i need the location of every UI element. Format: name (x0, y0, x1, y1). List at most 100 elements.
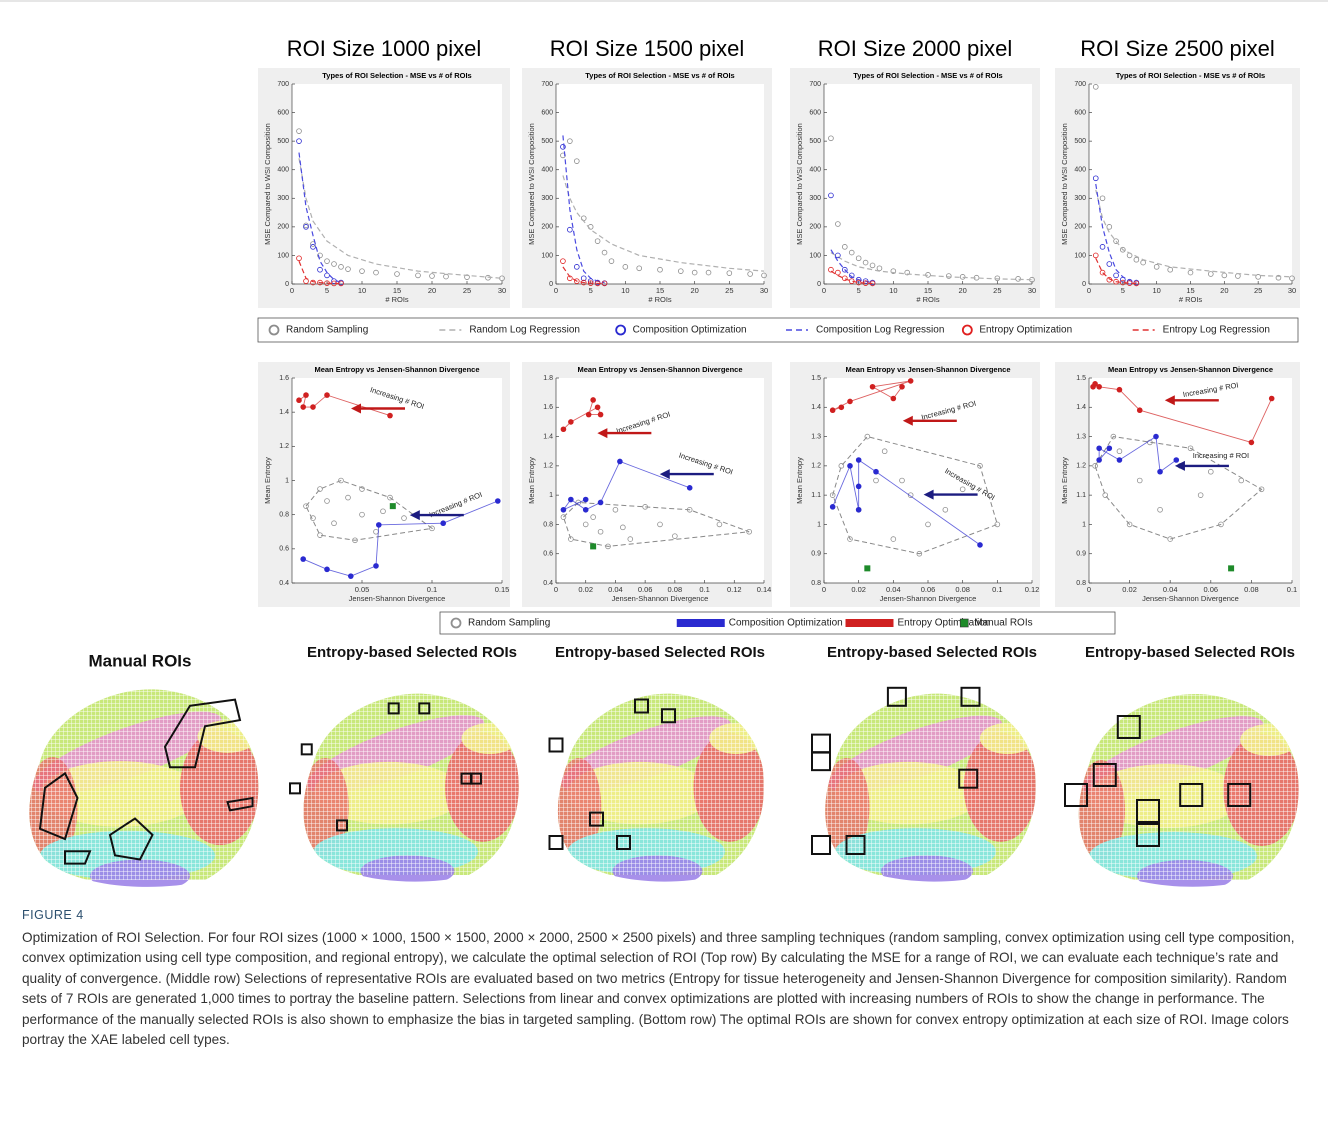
series-line (830, 252, 1033, 281)
y-tick-label: 200 (277, 224, 289, 231)
point (855, 506, 862, 513)
point (359, 511, 365, 518)
y-tick-label: 100 (541, 252, 553, 259)
series-line (298, 260, 341, 285)
point (560, 426, 567, 433)
point (387, 412, 393, 419)
point (303, 503, 309, 509)
point (657, 521, 663, 528)
point (1136, 477, 1143, 484)
y-tick-label: 0.8 (279, 512, 289, 519)
roi-box (1092, 763, 1117, 787)
x-tick-label: 0.06 (1203, 585, 1218, 594)
point (828, 192, 834, 199)
point (1106, 224, 1113, 230)
tissue-image (303, 693, 519, 882)
point (560, 506, 567, 513)
point (994, 521, 1001, 528)
y-tick-label: 0 (549, 281, 553, 288)
roi-box (1227, 783, 1252, 807)
point (890, 268, 897, 274)
y-axis-label: MSE Compared to WSI Composition (263, 123, 272, 245)
x-tick-label: 0.08 (668, 585, 683, 594)
point (1208, 468, 1214, 475)
y-tick-label: 700 (541, 81, 553, 88)
roi-box (634, 698, 649, 714)
manual-roi (64, 850, 92, 865)
point (560, 258, 566, 264)
point (1275, 274, 1282, 281)
series-line (1095, 258, 1137, 285)
y-tick-label: 500 (277, 138, 289, 145)
roi-box (845, 835, 866, 855)
y-tick-label: 500 (809, 138, 821, 145)
point (1102, 492, 1109, 498)
x-tick-label: 0.05 (355, 585, 370, 594)
x-tick-label: 15 (393, 286, 401, 295)
roi-box (289, 782, 301, 795)
point (359, 268, 365, 274)
y-tick-label: 1.2 (811, 463, 821, 470)
point (835, 221, 841, 227)
roi-box (886, 686, 907, 707)
x-tick-label: 10 (1152, 286, 1160, 295)
plot-area (1089, 84, 1292, 284)
x-axis-label: # ROIs (385, 295, 409, 304)
x-tick-label: 5 (589, 286, 593, 295)
x-tick-label: 0.08 (955, 585, 970, 594)
point (705, 269, 712, 276)
point (317, 266, 323, 273)
point (1113, 272, 1119, 279)
legend-label: Random Sampling (286, 325, 368, 336)
x-tick-label: 30 (760, 286, 768, 295)
point (608, 258, 615, 264)
panel-title: Entropy-based Selected ROIs (1085, 644, 1295, 661)
point (726, 270, 733, 276)
x-tick-label: 0 (1087, 286, 1091, 295)
point (916, 550, 923, 557)
point (890, 536, 897, 542)
point (686, 485, 693, 491)
x-tick-label: 0.06 (921, 585, 936, 594)
point (1092, 175, 1099, 182)
y-tick-label: 1.5 (811, 375, 821, 382)
point (627, 536, 634, 542)
chart-title: Types of ROI Selection - MSE vs # of ROI… (585, 71, 734, 80)
x-tick-label: 30 (498, 286, 506, 295)
plot-area (824, 378, 1032, 583)
x-tick-label: 0.1 (992, 585, 1002, 594)
point (1167, 536, 1173, 542)
y-tick-label: 500 (1074, 138, 1086, 145)
point (415, 272, 421, 279)
arrow-head (902, 415, 913, 426)
y-tick-label: 1.4 (543, 433, 553, 440)
x-tick-label: 0.04 (608, 585, 623, 594)
x-tick-label: 0 (822, 585, 826, 594)
point (686, 506, 693, 513)
point (303, 224, 309, 230)
y-axis-label: Mean Entropy (263, 457, 272, 504)
point (1187, 269, 1194, 276)
y-tick-label: 1.2 (1076, 463, 1086, 470)
point (310, 244, 316, 250)
x-tick-label: 20 (958, 286, 966, 295)
point (1099, 195, 1106, 202)
chart-title: Mean Entropy vs Jensen-Shannon Divergenc… (314, 365, 479, 374)
x-tick-label: 25 (993, 286, 1001, 295)
point (1120, 246, 1126, 253)
column-heading: ROI Size 1000 pixel (287, 36, 481, 61)
chart-title: Mean Entropy vs Jensen-Shannon Divergenc… (845, 365, 1010, 374)
y-tick-label: 100 (277, 252, 289, 259)
point (1197, 492, 1204, 498)
point (841, 266, 848, 273)
panel-title: Entropy-based Selected ROIs (827, 644, 1037, 661)
y-tick-label: 0.8 (811, 580, 821, 587)
roi-box (1136, 823, 1160, 847)
plot-area (292, 378, 502, 583)
y-tick-label: 1.3 (811, 433, 821, 440)
point (835, 252, 841, 259)
series-line (562, 266, 605, 285)
point (1289, 275, 1295, 282)
manual-roi (38, 771, 79, 841)
point (1106, 445, 1113, 452)
